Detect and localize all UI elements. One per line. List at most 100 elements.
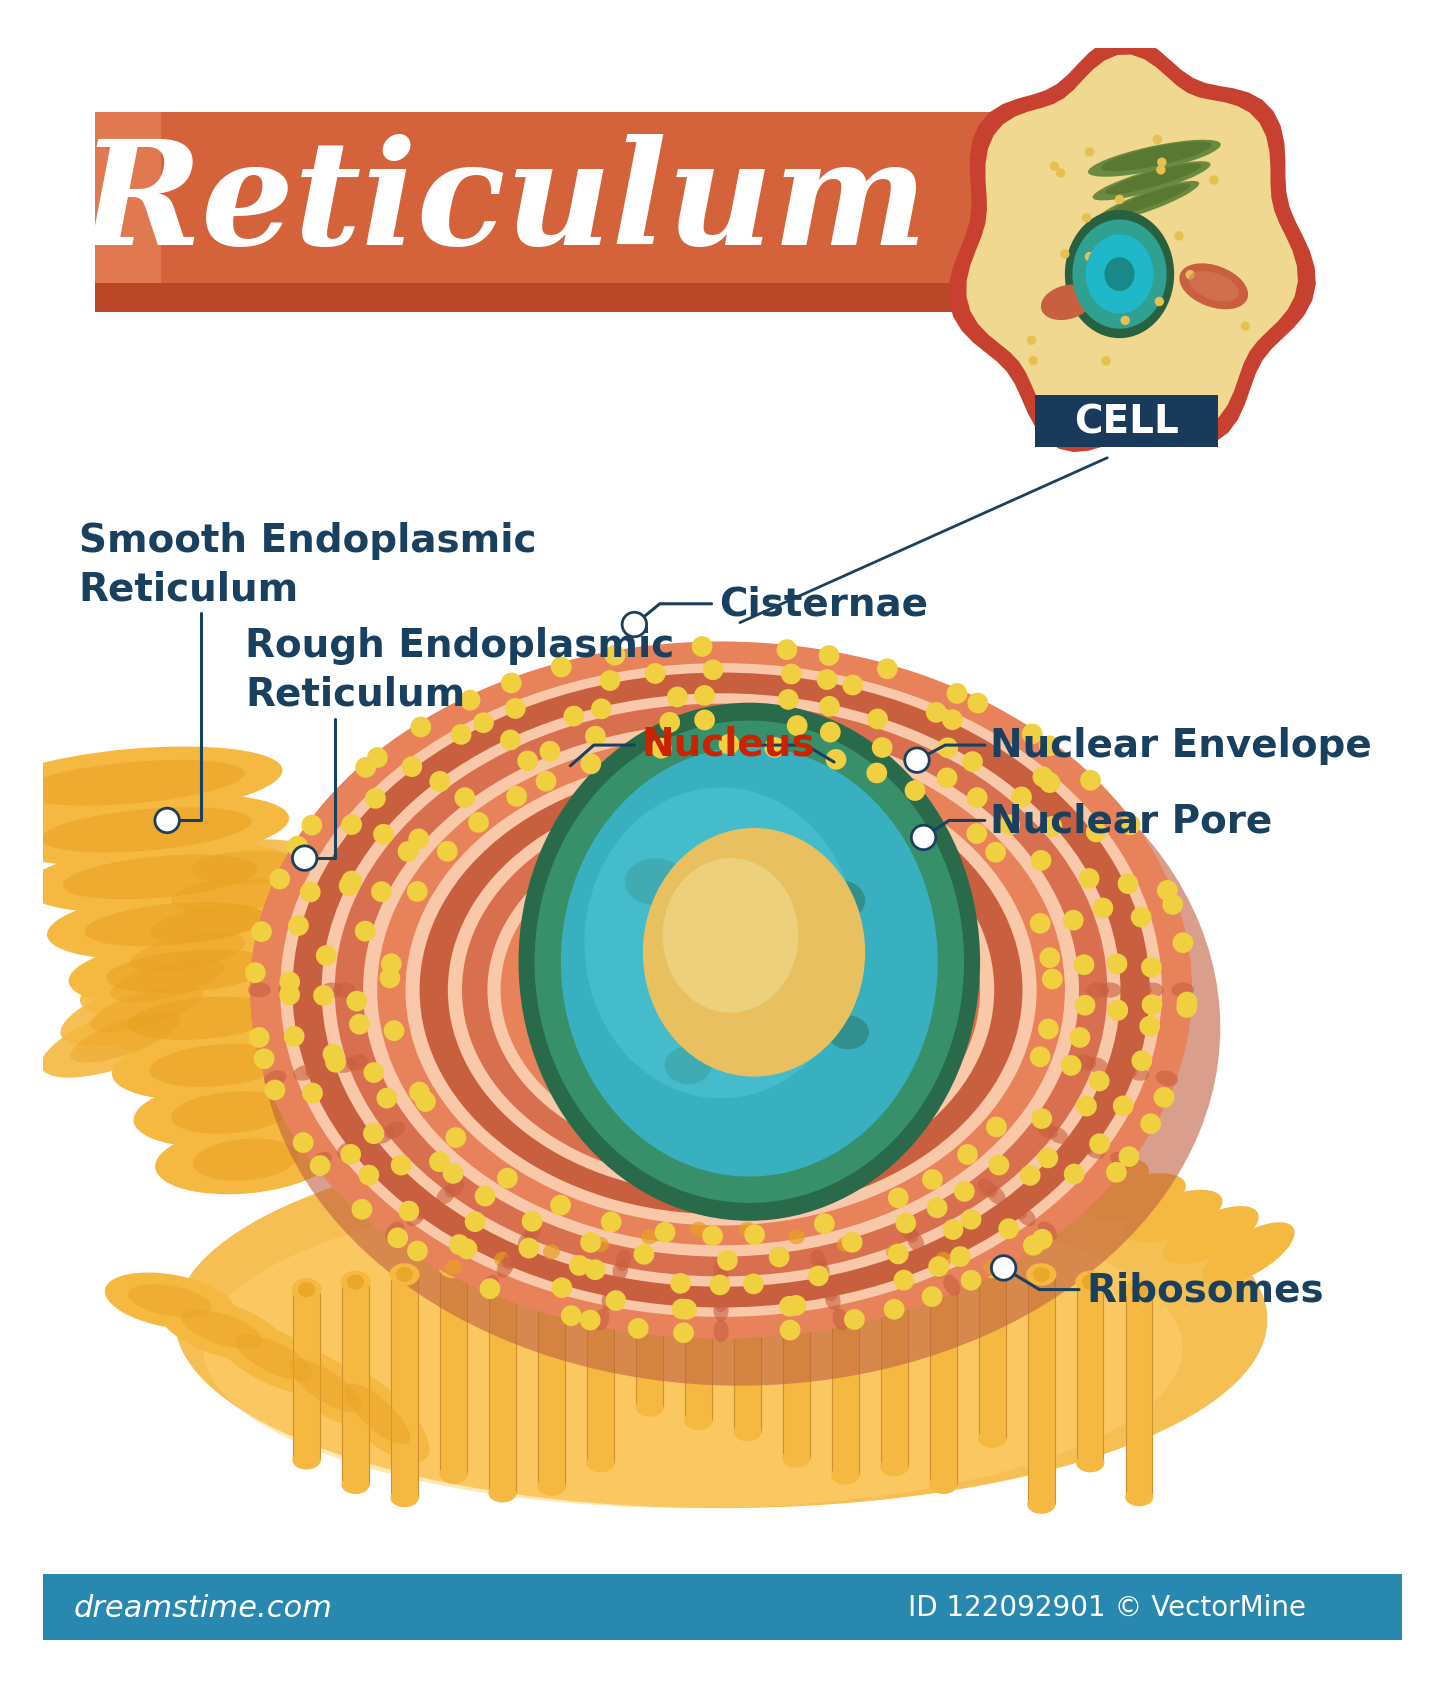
Circle shape [302, 1083, 323, 1103]
Ellipse shape [280, 664, 1162, 1317]
Circle shape [550, 1196, 571, 1216]
Ellipse shape [684, 1412, 713, 1431]
Circle shape [928, 1257, 949, 1277]
Circle shape [460, 691, 481, 711]
Ellipse shape [85, 902, 264, 946]
Circle shape [1042, 969, 1062, 990]
Ellipse shape [384, 1121, 405, 1138]
Circle shape [561, 1306, 582, 1326]
Circle shape [843, 676, 863, 696]
Circle shape [710, 1275, 730, 1295]
Ellipse shape [1040, 285, 1092, 321]
Ellipse shape [268, 1343, 382, 1429]
Circle shape [1162, 895, 1183, 915]
Ellipse shape [827, 1015, 869, 1051]
Ellipse shape [322, 694, 1120, 1287]
Circle shape [569, 1255, 590, 1277]
Circle shape [1074, 954, 1094, 976]
Circle shape [456, 1238, 478, 1260]
Circle shape [1092, 899, 1113, 919]
Circle shape [1115, 196, 1124, 204]
Circle shape [1241, 323, 1250, 331]
Ellipse shape [837, 1236, 854, 1252]
Ellipse shape [586, 1454, 615, 1473]
Text: dreamstime.com: dreamstime.com [74, 1593, 332, 1621]
Circle shape [769, 1246, 789, 1267]
Ellipse shape [130, 932, 245, 973]
Ellipse shape [1202, 1223, 1294, 1285]
Circle shape [352, 1199, 372, 1219]
Circle shape [1107, 954, 1127, 975]
Circle shape [1120, 316, 1130, 326]
Circle shape [387, 1228, 408, 1248]
Ellipse shape [641, 1230, 658, 1245]
Ellipse shape [447, 785, 994, 1194]
Circle shape [905, 748, 929, 774]
Ellipse shape [1126, 1488, 1153, 1507]
Ellipse shape [1027, 1495, 1055, 1513]
Circle shape [600, 1213, 622, 1233]
Circle shape [957, 1145, 978, 1165]
Ellipse shape [811, 1250, 827, 1272]
Ellipse shape [880, 1458, 909, 1476]
Ellipse shape [586, 1233, 616, 1257]
Circle shape [912, 826, 937, 850]
Ellipse shape [100, 921, 276, 985]
Circle shape [364, 1123, 384, 1145]
Bar [1035, 395, 1218, 448]
Circle shape [551, 657, 571, 677]
Circle shape [465, 1211, 485, 1233]
Circle shape [645, 664, 665, 684]
Circle shape [1076, 1096, 1097, 1116]
Circle shape [248, 1027, 270, 1049]
Ellipse shape [26, 841, 296, 914]
Ellipse shape [1016, 1208, 1036, 1226]
Ellipse shape [1101, 142, 1212, 172]
Text: Ribosomes: Ribosomes [1087, 1270, 1325, 1309]
Circle shape [254, 1049, 274, 1069]
Circle shape [825, 750, 847, 770]
Circle shape [1153, 135, 1162, 145]
Circle shape [1113, 1096, 1134, 1116]
Ellipse shape [987, 1186, 1006, 1204]
Circle shape [779, 1319, 801, 1341]
Ellipse shape [534, 721, 964, 1203]
Circle shape [671, 1299, 693, 1319]
Circle shape [785, 1295, 807, 1316]
Circle shape [967, 692, 988, 714]
Ellipse shape [42, 807, 251, 853]
Ellipse shape [105, 1274, 235, 1329]
Bar [980, 1267, 1006, 1439]
Bar [489, 1260, 515, 1493]
Circle shape [355, 921, 375, 942]
Ellipse shape [293, 674, 1150, 1307]
Bar [43, 1574, 1403, 1640]
Circle shape [245, 963, 266, 983]
Circle shape [1101, 356, 1111, 367]
Ellipse shape [346, 1056, 368, 1071]
Circle shape [670, 1274, 691, 1294]
Ellipse shape [602, 1289, 618, 1311]
Circle shape [743, 1274, 763, 1294]
Circle shape [1012, 787, 1032, 807]
Ellipse shape [825, 1289, 840, 1311]
Bar [1076, 1282, 1104, 1463]
Circle shape [1107, 1000, 1128, 1020]
Ellipse shape [593, 1309, 609, 1331]
Ellipse shape [248, 983, 271, 998]
Bar [833, 1245, 859, 1474]
Ellipse shape [120, 893, 297, 956]
Ellipse shape [290, 983, 313, 998]
Circle shape [446, 1128, 466, 1149]
Ellipse shape [63, 855, 258, 900]
Ellipse shape [561, 748, 938, 1177]
Ellipse shape [1105, 164, 1202, 196]
Ellipse shape [977, 1257, 1007, 1279]
Circle shape [1030, 851, 1052, 872]
Circle shape [310, 1155, 330, 1176]
Circle shape [450, 725, 472, 745]
Circle shape [1069, 1027, 1091, 1049]
Circle shape [1029, 356, 1038, 367]
Circle shape [866, 763, 887, 784]
Ellipse shape [439, 1464, 468, 1483]
